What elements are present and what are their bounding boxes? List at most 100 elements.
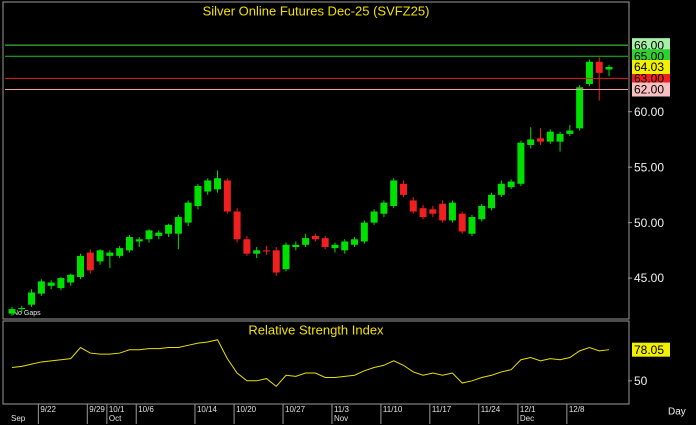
candle-body bbox=[448, 202, 456, 221]
candle-body bbox=[125, 237, 133, 251]
candle-body bbox=[292, 244, 300, 248]
candle-body bbox=[214, 178, 222, 190]
value-box bbox=[632, 59, 670, 74]
candle-body bbox=[86, 252, 94, 271]
candle-body bbox=[331, 244, 339, 249]
y-tick-label: 50.00 bbox=[634, 216, 664, 230]
candle-body bbox=[262, 250, 270, 252]
candle-body bbox=[8, 309, 16, 314]
candle-body bbox=[282, 244, 290, 270]
candle-body bbox=[223, 180, 231, 212]
month-label: Oct bbox=[109, 414, 122, 423]
value-label: 78.05 bbox=[634, 343, 664, 357]
y-tick-label: 45.00 bbox=[634, 271, 664, 285]
candle-body bbox=[135, 239, 143, 242]
candle-body bbox=[311, 235, 319, 240]
candle-body bbox=[47, 282, 55, 286]
y-tick-label: 55.00 bbox=[634, 160, 664, 174]
level-box bbox=[632, 71, 670, 86]
candle-body bbox=[536, 138, 544, 142]
candle-body bbox=[28, 292, 36, 305]
price-frame bbox=[2, 1, 630, 320]
candle-body bbox=[566, 130, 574, 134]
month-label: Sep bbox=[11, 414, 26, 423]
candle-body bbox=[360, 222, 368, 242]
candle-body bbox=[116, 248, 124, 256]
candle-body bbox=[556, 133, 564, 142]
candle-body bbox=[321, 238, 329, 248]
chart-title: Silver Online Futures Dec-25 (SVFZ25) bbox=[203, 3, 430, 18]
candle-body bbox=[37, 281, 45, 294]
candle-body bbox=[468, 217, 476, 234]
candle-body bbox=[184, 202, 192, 223]
candle-body bbox=[145, 230, 153, 240]
value-box bbox=[632, 342, 670, 357]
candle-body bbox=[243, 239, 251, 254]
candle-body bbox=[155, 232, 163, 236]
candle-body bbox=[341, 241, 349, 251]
x-tick-label: 10/14 bbox=[197, 405, 218, 414]
candle-body bbox=[194, 186, 202, 206]
month-label: Nov bbox=[334, 414, 348, 423]
candle-body bbox=[507, 181, 515, 188]
x-tick-label: 11/10 bbox=[383, 405, 403, 414]
candle-body bbox=[302, 238, 310, 245]
x-tick-label: 12/1 bbox=[520, 405, 536, 414]
candle-body bbox=[576, 87, 584, 129]
x-tick-label: 9/22 bbox=[40, 405, 56, 414]
candle-body bbox=[429, 209, 437, 214]
level-label: 66.00 bbox=[634, 38, 664, 52]
candle-body bbox=[546, 131, 554, 142]
annotation: No Gaps bbox=[13, 310, 41, 317]
month-label: Dec bbox=[520, 414, 534, 423]
rsi-title: Relative Strength Index bbox=[248, 322, 384, 337]
x-label: Day bbox=[668, 407, 686, 418]
candle-body bbox=[370, 211, 378, 223]
x-tick-label: 12/8 bbox=[569, 405, 585, 414]
candle-body bbox=[517, 142, 525, 184]
candle-body bbox=[57, 278, 65, 289]
candle-body bbox=[497, 183, 505, 195]
candle-body bbox=[488, 194, 496, 209]
candle-body bbox=[18, 308, 26, 310]
value-label: 64.03 bbox=[634, 60, 664, 74]
candle-body bbox=[233, 211, 241, 240]
candle-body bbox=[351, 239, 359, 245]
candle-body bbox=[527, 139, 535, 145]
x-tick-label: 10/1 bbox=[109, 405, 125, 414]
candle-body bbox=[77, 255, 85, 277]
level-box bbox=[632, 49, 670, 64]
level-label: 65.00 bbox=[634, 49, 664, 63]
y-tick-label: 60.00 bbox=[634, 105, 664, 119]
x-tick-label: 10/20 bbox=[236, 405, 257, 414]
candle-body bbox=[174, 217, 182, 234]
candle-body bbox=[165, 224, 173, 234]
candle-body bbox=[96, 250, 104, 262]
x-tick-label: 11/17 bbox=[432, 405, 452, 414]
candle-body bbox=[458, 213, 466, 232]
candle-body bbox=[253, 250, 261, 254]
candle-body bbox=[106, 252, 114, 256]
candle-body bbox=[419, 208, 427, 218]
x-tick-label: 11/24 bbox=[481, 405, 501, 414]
candle-body bbox=[380, 202, 388, 214]
candle-body bbox=[67, 274, 75, 283]
level-label: 63.00 bbox=[634, 72, 664, 86]
candle-body bbox=[439, 203, 447, 221]
candle-body bbox=[605, 66, 613, 70]
x-tick-label: 10/27 bbox=[285, 405, 306, 414]
x-tick-label: 10/6 bbox=[138, 405, 154, 414]
candle-body bbox=[409, 200, 417, 212]
candle-body bbox=[399, 183, 407, 195]
level-label: 62.00 bbox=[634, 83, 664, 97]
level-box bbox=[632, 38, 670, 53]
x-tick-label: 11/3 bbox=[334, 405, 350, 414]
candle-body bbox=[390, 180, 398, 206]
candle-body bbox=[595, 61, 603, 73]
candle-body bbox=[478, 205, 486, 220]
y-tick-label: 50 bbox=[634, 374, 648, 388]
rsi-line bbox=[11, 339, 610, 388]
x-tick-label: 9/29 bbox=[89, 405, 105, 414]
